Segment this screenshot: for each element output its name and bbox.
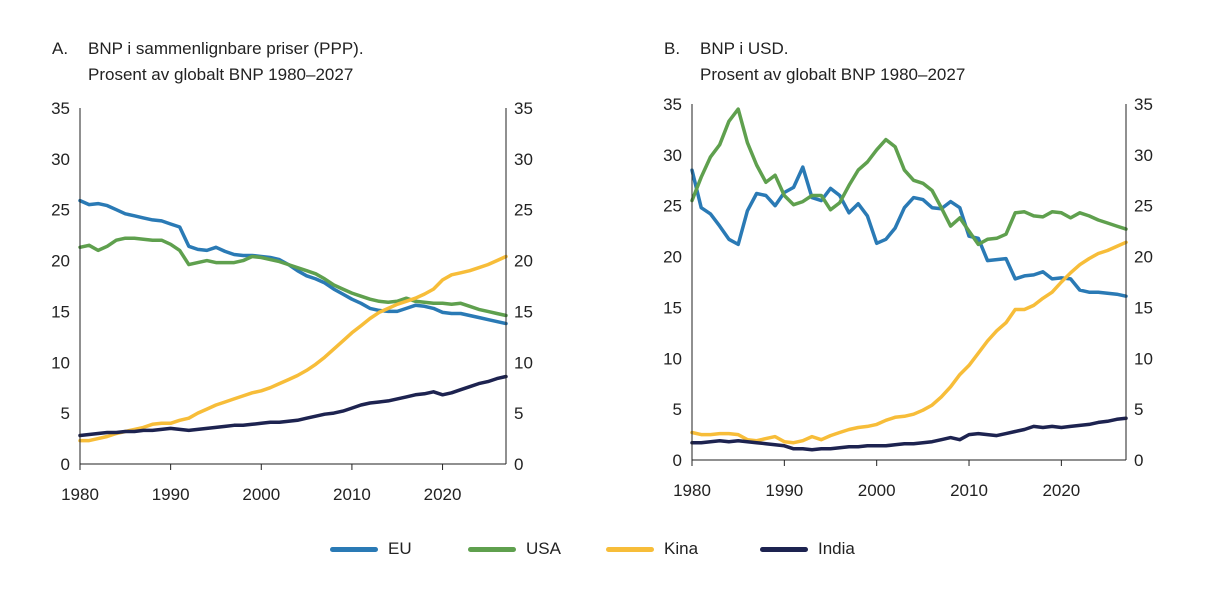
legend-swatch-usa (468, 546, 516, 552)
panel-b-y-left-tick-label: 30 (663, 146, 682, 165)
panel-a-y-left-tick-label: 5 (61, 404, 70, 423)
panel-a-plot: 0 5 10 15 20 25 30 35 0 5 10 15 20 25 30 35 1980 1990 2000… (51, 99, 533, 504)
legend-item-eu: EU (330, 537, 412, 561)
panel-a-y-right-tick-label: 20 (514, 252, 533, 271)
panel-a-x-tick-label: 2020 (424, 485, 462, 504)
panel-a-x-tick-label: 2010 (333, 485, 371, 504)
panel-a-y-right-tick-label: 25 (514, 201, 533, 220)
panel-b-letter: B. (664, 39, 681, 58)
panel-a-y-right-tick-label: 0 (514, 455, 523, 474)
panel-a-series-kina (78, 254, 508, 443)
panel-b-y-right-tick-label: 20 (1134, 248, 1153, 267)
panel-a-y-left-tick-label: 30 (51, 150, 70, 169)
panel-a-y-right-tick-label: 10 (514, 353, 533, 372)
panel-b-y-right-tick-label: 35 (1134, 95, 1153, 114)
panel-b-x-tick-label: 1980 (673, 481, 711, 500)
panel-a-x-tick-label: 1980 (61, 485, 99, 504)
panel-a-y-right-tick-label: 35 (514, 99, 533, 118)
panel-b-y-left-tick-label: 35 (663, 95, 682, 114)
legend-item-usa: USA (468, 537, 561, 561)
panel-b-y-right-tick-label: 25 (1134, 197, 1153, 216)
panel-a-series-india (78, 374, 508, 438)
panel-b-plot: 0 5 10 15 20 25 30 35 0 5 10 15 20 25 30 35 1980 1990 2000… (663, 95, 1153, 500)
panel-a-series-eu (78, 198, 508, 326)
panel-a-y-right-tick-label: 30 (514, 150, 533, 169)
panel-a-x-tick-label: 2000 (242, 485, 280, 504)
panel-b-series-kina (690, 240, 1128, 445)
panel-b-y-right-tick-label: 15 (1134, 298, 1153, 317)
legend-swatch-india (760, 546, 808, 552)
panel-a-series-usa (78, 236, 508, 318)
legend-label-kina: Kina (664, 539, 699, 558)
legend-item-kina: Kina (606, 537, 698, 561)
panel-b-y-right-tick-label: 0 (1134, 451, 1143, 470)
legend-label-india: India (818, 539, 855, 558)
panel-b-title-line2: Prosent av globalt BNP 1980–2027 (700, 65, 966, 84)
panel-a-title-line2: Prosent av globalt BNP 1980–2027 (88, 65, 354, 84)
panel-b-x-tick-label: 1990 (765, 481, 803, 500)
panel-b-title-line1: BNP i USD. (700, 39, 789, 58)
panel-a-y-right-tick-label: 5 (514, 404, 523, 423)
panel-a-y-left-tick-label: 20 (51, 252, 70, 271)
panel-b-y-right-tick-label: 10 (1134, 349, 1153, 368)
legend-item-india: India (760, 537, 855, 561)
legend-label-eu: EU (388, 539, 412, 558)
panel-b-x-tick-label: 2000 (858, 481, 896, 500)
panel-a-x-tick-label: 1990 (152, 485, 190, 504)
legend: EU USA Kina India (0, 537, 1205, 561)
panel-a-y-left-tick-label: 10 (51, 353, 70, 372)
panel-b-series-usa (690, 107, 1128, 247)
panel-a-y-left-tick-label: 15 (51, 302, 70, 321)
panel-b-series-eu (690, 165, 1128, 298)
panel-a-y-left-tick-label: 0 (61, 455, 70, 474)
panel-b-series-india (690, 416, 1128, 452)
legend-label-usa: USA (526, 539, 561, 558)
panel-b-y-left-tick-label: 5 (673, 400, 682, 419)
panel-b-x-tick-label: 2020 (1042, 481, 1080, 500)
panel-b-x-tick-label: 2010 (950, 481, 988, 500)
panel-a-letter: A. (52, 39, 69, 58)
panel-b-y-left-tick-label: 25 (663, 197, 682, 216)
panel-b-y-right-tick-label: 5 (1134, 400, 1143, 419)
panel-a-y-left-tick-label: 35 (51, 99, 70, 118)
panel-b-y-left-tick-label: 15 (663, 298, 682, 317)
panel-b-y-left-tick-label: 20 (663, 248, 682, 267)
legend-swatch-eu (330, 546, 378, 552)
panel-b-y-left-tick-label: 10 (663, 349, 682, 368)
panel-b-y-right-tick-label: 30 (1134, 146, 1153, 165)
panel-b-y-left-tick-label: 0 (673, 451, 682, 470)
panel-a-y-left-tick-label: 25 (51, 201, 70, 220)
panel-a-title-line1: BNP i sammenlignbare priser (PPP). (88, 39, 364, 58)
legend-swatch-kina (606, 546, 654, 552)
panel-a-y-right-tick-label: 15 (514, 302, 533, 321)
